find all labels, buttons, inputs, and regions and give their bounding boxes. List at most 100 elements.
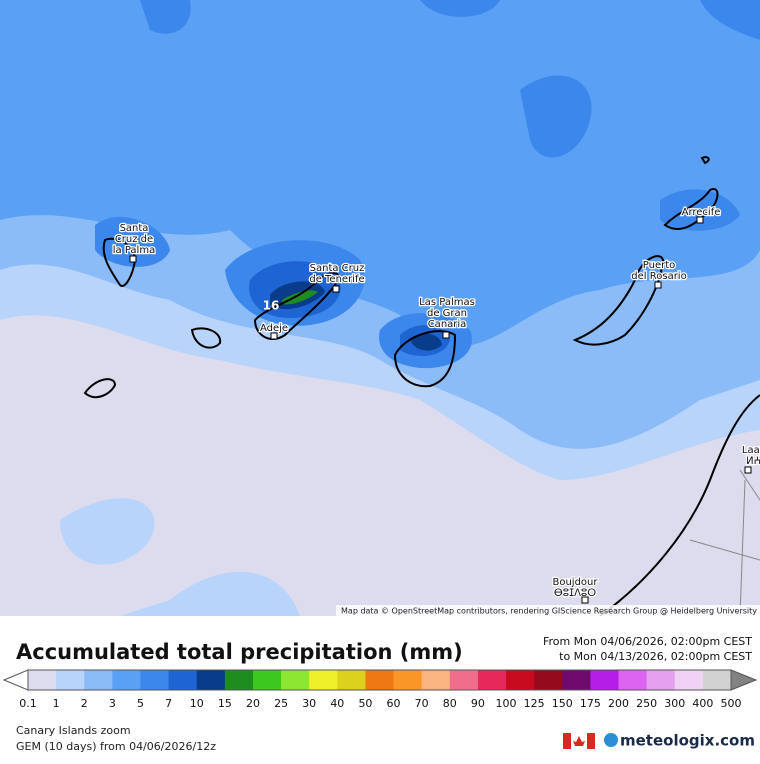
place-label: ⴱⵓⵊⴷⵓⵔ — [554, 588, 596, 599]
place-label: Arrecife — [682, 207, 721, 218]
colorbar-label: 2 — [81, 697, 88, 710]
colorbar-swatch — [421, 670, 451, 690]
place-label: Santa — [120, 223, 149, 234]
precip-field — [660, 189, 740, 231]
max-marker: 16 — [263, 299, 280, 313]
attribution: Map data © OpenStreetMap contributors, r… — [341, 607, 757, 616]
coastline — [393, 330, 457, 388]
colorbar-label: 200 — [608, 697, 629, 710]
colorbar-label: 40 — [330, 697, 344, 710]
place-label: de Tenerife — [309, 274, 364, 285]
colorbar-swatch — [196, 670, 226, 690]
precip-field — [282, 290, 318, 305]
precip-field — [60, 498, 155, 565]
colorbar-label: 25 — [274, 697, 288, 710]
brand: meteologix.com — [620, 732, 755, 750]
colorbar-label: 50 — [358, 697, 372, 710]
place-label: Cruz de — [115, 234, 153, 245]
place-marker — [332, 285, 340, 293]
colorbar-label: 30 — [302, 697, 316, 710]
coastline — [599, 394, 760, 616]
colorbar-label: 80 — [443, 697, 457, 710]
colorbar-swatch — [56, 670, 85, 690]
colorbar-swatch — [646, 670, 676, 690]
canada-flag — [563, 733, 595, 749]
attribution-bg — [336, 605, 760, 616]
colorbar-label: 1 — [53, 697, 60, 710]
period-to: to Mon 04/13/2026, 02:00pm CEST — [559, 650, 752, 663]
place-label: Las Palmas — [419, 297, 475, 308]
place-label: la Palma — [113, 245, 155, 256]
colorbar-label: 60 — [387, 697, 401, 710]
colorbar-swatch — [702, 670, 732, 690]
colorbar-label: 15 — [218, 697, 232, 710]
place-label: Puerto — [643, 260, 676, 271]
precip-field — [520, 75, 592, 158]
place-label: Boujdour — [552, 577, 598, 588]
coastline — [102, 237, 137, 287]
colorbar-swatch — [618, 670, 648, 690]
colorbar-swatch — [112, 670, 141, 690]
colorbar-label: 100 — [496, 697, 517, 710]
colorbar-over — [730, 669, 758, 691]
precip-field — [0, 315, 760, 616]
colorbar-label: 70 — [415, 697, 429, 710]
coastline — [663, 156, 719, 230]
colorbar-label: 0.1 — [19, 697, 37, 710]
colorbar-swatch — [252, 670, 282, 690]
road — [689, 469, 760, 616]
brand-logo — [604, 733, 618, 747]
colorbar-label: 175 — [580, 697, 601, 710]
colorbar-label: 300 — [664, 697, 685, 710]
place-marker — [696, 216, 704, 224]
colorbar-label: 400 — [692, 697, 713, 710]
colorbar-label: 20 — [246, 697, 260, 710]
colorbar-label: 5 — [137, 697, 144, 710]
precip-field — [410, 333, 442, 351]
place-label: Canaria — [428, 319, 467, 330]
model: GEM (10 days) from 04/06/2026/12z — [16, 740, 216, 753]
colorbar-swatch — [337, 670, 366, 690]
place-marker — [581, 596, 589, 604]
place-marker — [654, 281, 662, 289]
colorbar-swatch — [449, 670, 479, 690]
colorbar-swatch — [534, 670, 563, 690]
colorbar-label: 3 — [109, 697, 116, 710]
colorbar-label: 90 — [471, 697, 485, 710]
period-from: From Mon 04/06/2026, 02:00pm CEST — [543, 635, 752, 648]
colorbar-swatch — [365, 670, 395, 690]
colorbar-swatch — [506, 670, 535, 690]
colorbar-swatch — [28, 670, 57, 690]
coastline — [83, 378, 117, 399]
colorbar-swatch — [477, 670, 507, 690]
colorbar: 0.1 1 2 3 5 7 10 15 20 25 30 40 50 60 70 80 90 100 125 150 1… — [2, 669, 758, 710]
place-marker — [442, 331, 450, 339]
coastline — [572, 255, 665, 346]
coastline — [190, 327, 222, 349]
colorbar-label: 150 — [552, 697, 573, 710]
colorbar-swatch — [281, 670, 310, 690]
colorbar-swatch — [140, 670, 170, 690]
precip-field — [140, 0, 760, 40]
colorbar-swatch — [309, 670, 338, 690]
colorbar-under — [2, 669, 29, 691]
place-label: Santa Cruz — [310, 263, 365, 274]
place-marker — [270, 332, 278, 340]
region: Canary Islands zoom — [16, 724, 131, 737]
colorbar-swatch — [224, 670, 254, 690]
place-marker — [129, 255, 137, 263]
colorbar-swatch — [393, 670, 423, 690]
colorbar-label: 500 — [721, 697, 742, 710]
colorbar-label: 250 — [636, 697, 657, 710]
place-label: Laayou — [742, 445, 760, 456]
colorbar-swatch — [590, 670, 620, 690]
legend-title: Accumulated total precipitation (mm) — [16, 640, 463, 664]
colorbar-swatch — [562, 670, 591, 690]
colorbar-swatch — [168, 670, 198, 690]
colorbar-label: 7 — [165, 697, 172, 710]
place-label: de Gran — [427, 308, 467, 319]
place-label: Adeje — [260, 323, 288, 334]
colorbar-swatch — [674, 670, 704, 690]
